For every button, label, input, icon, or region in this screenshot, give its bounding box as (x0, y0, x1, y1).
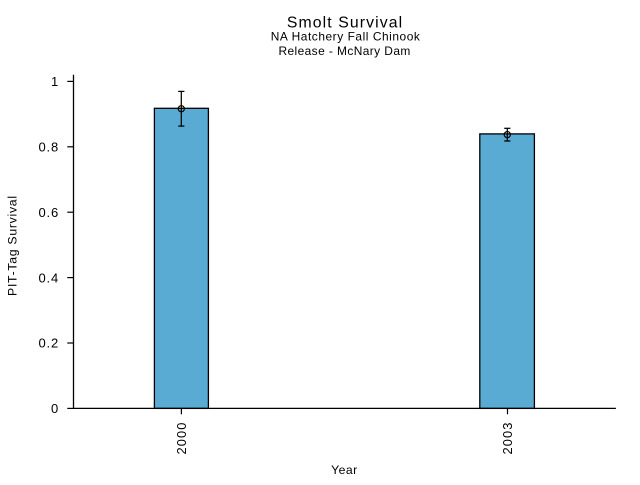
svg-text:0.4: 0.4 (39, 270, 59, 285)
svg-text:Release - McNary Dam: Release - McNary Dam (278, 44, 410, 58)
svg-text:0.6: 0.6 (39, 205, 59, 220)
svg-text:PIT-Tag Survival: PIT-Tag Survival (6, 195, 20, 296)
svg-text:0.2: 0.2 (39, 336, 59, 351)
svg-text:0.8: 0.8 (39, 140, 59, 155)
svg-text:2000: 2000 (174, 422, 189, 455)
svg-text:0: 0 (51, 401, 59, 416)
svg-text:NA Hatchery Fall Chinook: NA Hatchery Fall Chinook (271, 30, 421, 44)
svg-text:Year: Year (331, 463, 357, 477)
svg-text:1: 1 (51, 74, 59, 89)
svg-text:Smolt Survival: Smolt Survival (287, 15, 403, 32)
svg-text:2003: 2003 (500, 422, 515, 455)
